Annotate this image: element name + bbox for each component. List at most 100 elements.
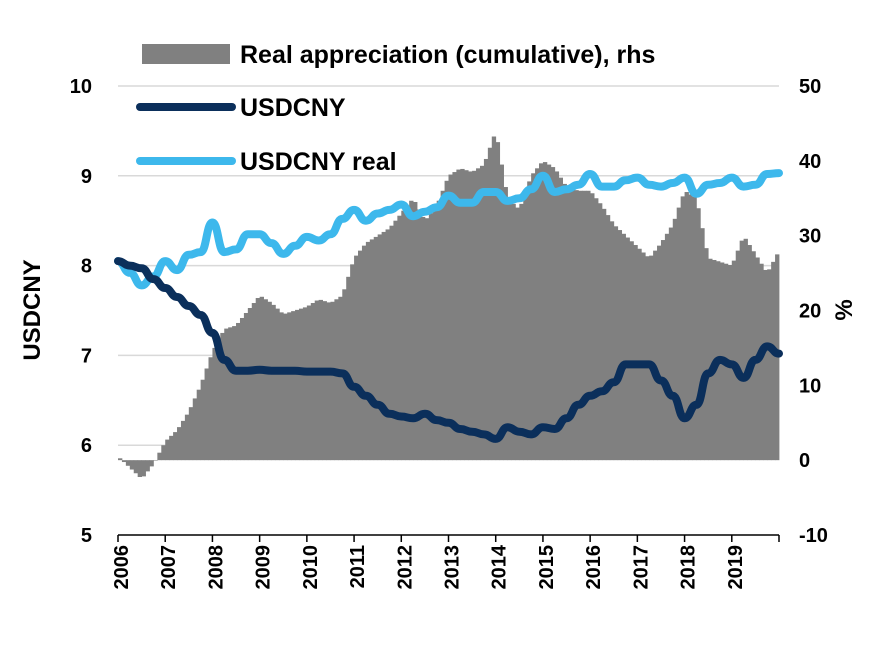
legend-swatch-bars [142, 44, 230, 64]
bar [192, 398, 198, 461]
bar [228, 327, 233, 461]
x-tick-label: 2010 [300, 545, 322, 590]
bar [251, 303, 257, 461]
bar [499, 164, 504, 461]
x-tick-label: 2007 [158, 545, 180, 590]
bar [145, 460, 150, 472]
bar [660, 240, 666, 461]
bar [129, 460, 135, 470]
bar [354, 255, 359, 461]
bar [428, 213, 434, 461]
x-tick-label: 2011 [347, 545, 369, 588]
axes: 5 6 7 8 9 10 -10 0 10 20 30 40 50 2006 2007 2008 2009 201… [70, 76, 828, 590]
bar [672, 218, 678, 461]
x-tick-label: 2018 [678, 545, 700, 590]
bar [259, 296, 264, 461]
bar [487, 147, 493, 461]
bar [456, 169, 461, 461]
y-axis-right-title: % [831, 299, 858, 320]
bar [334, 299, 339, 461]
bar [232, 326, 237, 461]
bar [578, 190, 583, 461]
bar [291, 311, 296, 461]
bar [420, 216, 426, 461]
bar [692, 197, 697, 461]
bar [326, 302, 331, 461]
bar [582, 190, 587, 461]
x-tick-label: 2012 [394, 545, 416, 590]
bar [413, 201, 418, 461]
bar [759, 263, 764, 461]
bar [275, 308, 280, 461]
y-right-tick-label: -10 [799, 525, 828, 547]
bar [535, 168, 540, 461]
bar [436, 200, 442, 461]
bar [153, 460, 158, 461]
bar [696, 208, 701, 461]
bar [566, 187, 571, 461]
bar [574, 190, 579, 461]
bar [204, 368, 209, 461]
bar [161, 445, 166, 461]
bar [432, 208, 438, 461]
bar [519, 203, 524, 461]
x-tick-label: 2008 [205, 545, 227, 590]
y-right-tick-label: 40 [799, 151, 821, 173]
bar [350, 264, 355, 461]
x-tick-label: 2015 [536, 545, 558, 590]
bar [377, 234, 383, 461]
bar [763, 269, 768, 461]
bar [381, 231, 386, 461]
bar [361, 245, 367, 461]
bar [527, 181, 532, 461]
x-tick-label: 2013 [442, 545, 464, 590]
y-left-tick-label: 9 [81, 166, 92, 188]
bar [609, 221, 615, 461]
bar [310, 303, 316, 461]
bar [346, 276, 351, 461]
bar [405, 205, 410, 461]
y-left-tick-label: 6 [81, 435, 92, 457]
bar [649, 255, 654, 461]
bar [617, 230, 623, 461]
bar [495, 142, 501, 461]
bar [554, 171, 560, 461]
legend-label-usdcny: USDCNY [240, 94, 346, 122]
bar [452, 172, 457, 461]
bar [472, 170, 477, 461]
bar [531, 173, 536, 461]
bar [369, 239, 375, 461]
bar [468, 171, 473, 461]
bar [177, 427, 182, 461]
bar [594, 198, 599, 461]
bar [322, 301, 327, 461]
bar [224, 328, 229, 461]
bar [208, 357, 213, 461]
bar [279, 312, 284, 461]
bar [657, 245, 662, 461]
bar [688, 194, 693, 461]
bar [664, 233, 670, 461]
bar [668, 227, 674, 461]
bar [236, 322, 241, 461]
bar [546, 164, 552, 461]
y-left-tick-label: 10 [70, 76, 92, 98]
bar [165, 439, 170, 461]
bar [200, 379, 205, 461]
bar [637, 248, 642, 461]
bar [247, 308, 253, 461]
bar [704, 248, 709, 461]
bar [385, 229, 390, 461]
bar [479, 165, 485, 461]
y-right-tick-label: 20 [799, 301, 821, 323]
bar [180, 420, 186, 461]
bar [550, 167, 556, 461]
bar [365, 241, 371, 461]
x-tick-label: 2017 [630, 545, 652, 590]
bar [149, 460, 154, 467]
bar [601, 208, 607, 461]
bar [295, 309, 300, 461]
bar [271, 304, 276, 461]
bar [141, 460, 146, 477]
bar [389, 225, 394, 461]
